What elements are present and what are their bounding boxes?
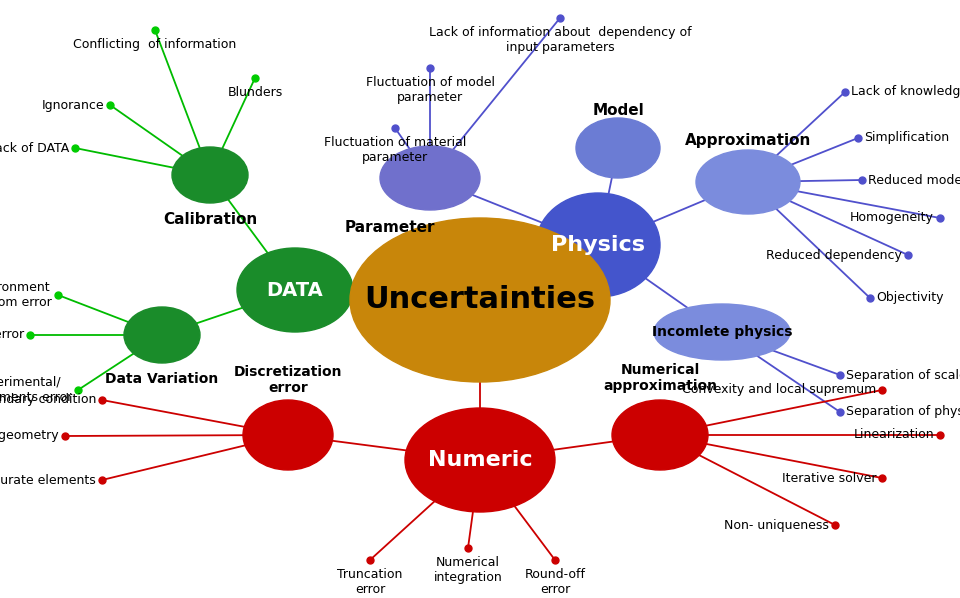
Text: Inexact geometry: Inexact geometry [0,429,59,443]
Text: Simplification: Simplification [864,132,949,145]
Text: Separation of scales: Separation of scales [846,368,960,382]
Text: Fluctuation of model
parameter: Fluctuation of model parameter [366,76,494,104]
Text: Convexity and local supremum: Convexity and local supremum [682,383,876,396]
Text: Physics: Physics [551,235,645,255]
Text: Homogeneity: Homogeneity [851,212,934,224]
Text: Non- uniqueness: Non- uniqueness [724,518,829,532]
Ellipse shape [405,408,555,512]
Text: Calibration: Calibration [163,212,257,227]
Text: Separation of physics: Separation of physics [846,405,960,419]
Text: Truncation
error: Truncation error [337,568,402,596]
Ellipse shape [124,307,200,363]
Text: DATA: DATA [267,280,324,300]
Ellipse shape [612,400,708,470]
Text: Reduced dependency: Reduced dependency [766,249,902,261]
Text: Parameter: Parameter [345,220,435,235]
Text: Reduced models: Reduced models [868,173,960,187]
Text: Model: Model [592,103,644,118]
Text: Environment
random error: Environment random error [0,281,52,309]
Ellipse shape [696,150,800,214]
Text: Iterative solver: Iterative solver [781,471,876,484]
Text: Round-off
error: Round-off error [524,568,586,596]
Text: Numerical
approximation: Numerical approximation [603,363,717,393]
Text: Numerical
integration: Numerical integration [434,556,502,584]
Ellipse shape [172,147,248,203]
Text: Conflicting  of information: Conflicting of information [73,38,236,51]
Text: Objectivity: Objectivity [876,291,944,304]
Ellipse shape [243,400,333,470]
Text: Ignorance: Ignorance [41,99,104,111]
Text: Incomlete physics: Incomlete physics [652,325,792,339]
Ellipse shape [380,146,480,210]
Text: Fluctuation of material
parameter: Fluctuation of material parameter [324,136,467,164]
Text: Sensor error: Sensor error [0,328,24,341]
Ellipse shape [576,118,660,178]
Text: Inexact boundary condition: Inexact boundary condition [0,393,96,407]
Text: Lack of DATA: Lack of DATA [0,142,69,154]
Text: Lack of information about  dependency of
input parameters: Lack of information about dependency of … [429,26,691,54]
Text: Blunders: Blunders [228,86,282,99]
Ellipse shape [654,304,790,360]
Text: Experimental/
Instruments error: Experimental/ Instruments error [0,376,72,404]
Ellipse shape [237,248,353,332]
Text: Numeric: Numeric [428,450,532,470]
Text: Discretization
error: Discretization error [233,365,343,395]
Ellipse shape [350,218,610,382]
Text: Uncertainties: Uncertainties [365,285,595,315]
Text: Data Variation: Data Variation [106,372,219,386]
Ellipse shape [536,193,660,297]
Text: Approximation: Approximation [684,133,811,148]
Text: Linearization: Linearization [853,429,934,441]
Text: Lack of knowledge: Lack of knowledge [851,86,960,99]
Text: Inaccurate elements: Inaccurate elements [0,474,96,487]
